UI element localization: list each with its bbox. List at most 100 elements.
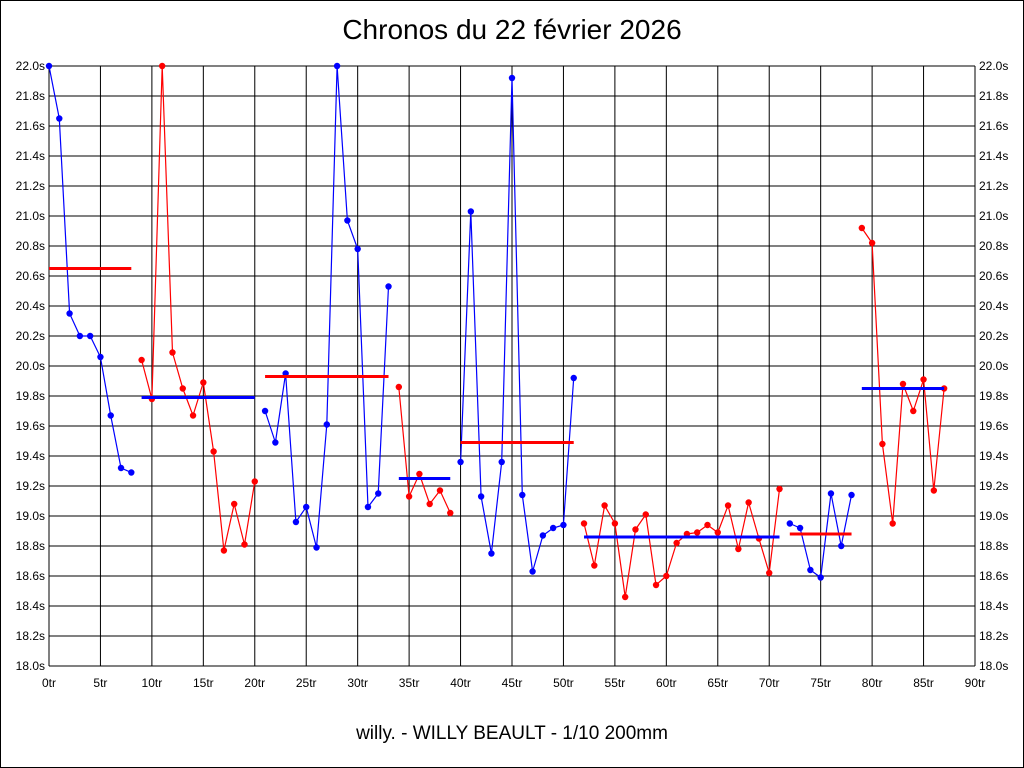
series-7-point: [786, 520, 793, 527]
series-4-point: [416, 470, 423, 478]
series-5-point: [498, 458, 505, 466]
y-tick-label-right: 18.4s: [979, 599, 1008, 613]
series-8-point: [868, 239, 876, 247]
series-3-point: [385, 283, 392, 290]
y-tick-label-right: 19.6s: [979, 419, 1008, 433]
series-8-point: [899, 380, 907, 388]
series-3-point: [323, 421, 330, 428]
series-5-point: [488, 550, 495, 557]
series-6-point: [776, 485, 783, 493]
x-tick-label: 55tr: [605, 676, 626, 690]
x-tick-label: 60tr: [656, 676, 677, 690]
series-6-point: [601, 502, 608, 509]
series-2-point: [200, 379, 207, 386]
series-5-point: [467, 208, 475, 215]
y-tick-label-left: 20.4s: [16, 299, 45, 313]
series-3-point: [364, 503, 372, 511]
y-tick-label-left: 20.2s: [16, 329, 45, 343]
series-6-point: [694, 529, 701, 536]
y-tick-label-right: 19.0s: [979, 509, 1008, 523]
series-7-point: [838, 542, 845, 550]
y-tick-label-left: 18.6s: [16, 569, 45, 583]
series-6-point: [735, 545, 742, 553]
series-7-point: [796, 524, 804, 532]
series-8-point: [858, 224, 866, 232]
series-7-point: [848, 491, 855, 499]
y-tick-label-left: 18.4s: [16, 599, 45, 613]
x-tick-label: 5tr: [93, 676, 107, 690]
series-4-line: [398, 386, 451, 514]
y-tick-label-right: 21.6s: [979, 119, 1008, 133]
series-3-point: [375, 490, 382, 497]
y-tick-label-right: 20.0s: [979, 359, 1008, 373]
series-6-point: [621, 593, 629, 601]
x-tick-label: 80tr: [862, 676, 883, 690]
y-tick-label-left: 19.6s: [16, 419, 45, 433]
series-1-point: [128, 469, 135, 476]
y-tick-label-right: 18.2s: [979, 629, 1008, 643]
series-8-point: [930, 487, 938, 494]
x-tick-label: 90tr: [965, 676, 986, 690]
series-2-point: [241, 541, 248, 548]
series-2-point: [169, 349, 176, 356]
series-2-point: [158, 62, 166, 70]
series-2-point: [210, 448, 217, 455]
y-tick-label-right: 19.4s: [979, 449, 1008, 463]
series-5-point: [519, 491, 526, 499]
chart-subtitle: willy. - WILLY BEAULT - 1/10 200mm: [356, 723, 668, 744]
y-tick-label-right: 20.2s: [979, 329, 1008, 343]
series-6-point: [663, 572, 670, 580]
y-tick-label-left: 19.4s: [16, 449, 45, 463]
x-tick-label: 45tr: [502, 676, 523, 690]
x-tick-label: 85tr: [913, 676, 934, 690]
series-7-point: [827, 490, 835, 497]
series-6-point: [745, 499, 752, 506]
series-4-point: [395, 383, 403, 391]
x-tick-label: 30tr: [347, 676, 368, 690]
series-2-point: [251, 478, 258, 485]
series-5-point: [457, 458, 464, 466]
series-6-point: [632, 526, 639, 533]
series-2-point: [220, 547, 228, 554]
series-4-point: [426, 500, 433, 508]
x-tick-label: 75tr: [810, 676, 831, 690]
x-tick-label: 20tr: [244, 676, 265, 690]
series-5-point: [539, 532, 547, 539]
y-tick-label-right: 18.8s: [979, 539, 1008, 553]
series-1-point: [66, 310, 73, 317]
x-tick-label: 70tr: [759, 676, 780, 690]
y-tick-label-left: 21.2s: [16, 179, 45, 193]
x-tick-label: 10tr: [142, 676, 163, 690]
series-4-point: [405, 493, 413, 500]
series-6-point: [611, 520, 619, 527]
series-6-point: [580, 520, 588, 527]
series-2-point: [179, 385, 186, 392]
series-2-line: [141, 65, 256, 551]
series-1-point: [97, 353, 104, 361]
y-tick-label-left: 19.0s: [16, 509, 45, 523]
y-tick-label-left: 18.8s: [16, 539, 45, 553]
series-8-point: [879, 440, 886, 448]
series-3-point: [333, 62, 341, 70]
series-1-point: [76, 332, 84, 340]
y-tick-label-left: 18.0s: [16, 659, 45, 673]
y-tick-label-right: 21.2s: [979, 179, 1008, 193]
series-1-point: [107, 412, 114, 419]
y-tick-label-left: 21.0s: [16, 209, 45, 223]
series-8-point: [889, 520, 896, 527]
x-tick-label: 15tr: [193, 676, 214, 690]
series-8-point: [910, 407, 917, 415]
series-1-point: [56, 115, 63, 122]
series-3-point: [292, 518, 300, 526]
y-tick-label-left: 21.4s: [16, 149, 45, 163]
y-tick-label-left: 20.0s: [16, 359, 45, 373]
series-3-line: [264, 65, 390, 548]
series-5-point: [477, 493, 485, 500]
y-tick-label-right: 22.0s: [979, 59, 1008, 73]
y-tick-label-right: 19.2s: [979, 479, 1008, 493]
series-4-point: [447, 509, 454, 517]
x-tick-label: 25tr: [296, 676, 317, 690]
y-tick-label-right: 20.8s: [979, 239, 1008, 253]
series-2-point: [189, 412, 197, 419]
